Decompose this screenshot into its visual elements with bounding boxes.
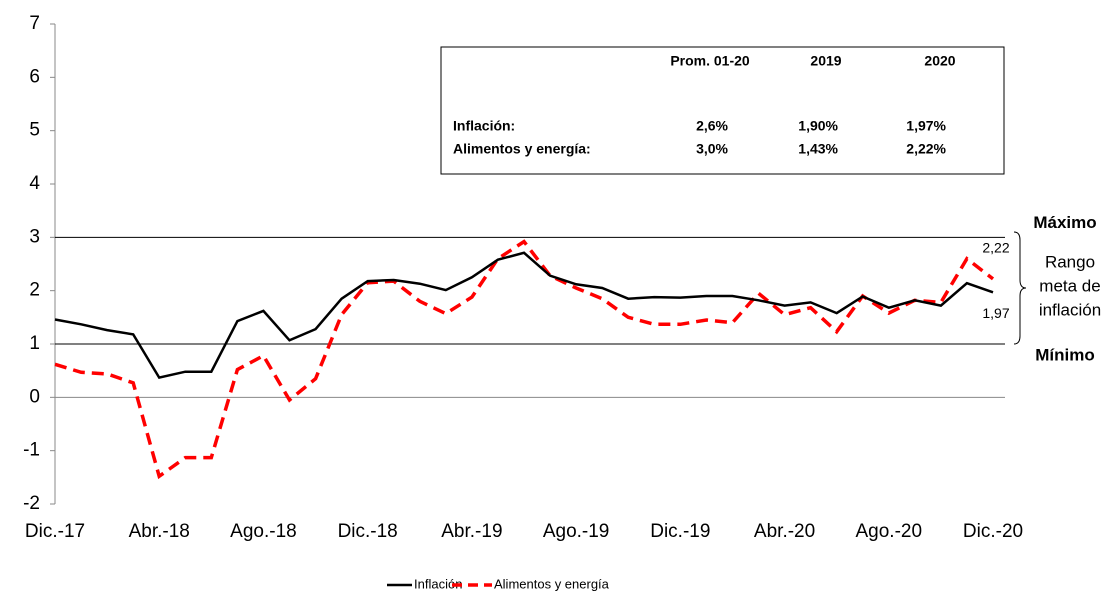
y-tick-label: -1 (23, 440, 40, 461)
y-tick-label: 5 (29, 120, 40, 141)
x-tick-label: Ago.-18 (230, 521, 297, 542)
reference-label: Máximo (1033, 213, 1096, 232)
x-tick-label: Abr.-18 (129, 521, 190, 542)
range-label: inflación (1039, 300, 1101, 319)
table-cell: 3,0% (696, 141, 728, 157)
x-tick-label: Abr.-20 (754, 521, 815, 542)
table-cell: 1,97% (906, 118, 946, 134)
legend-label: Inflación (414, 576, 462, 591)
value-label: 2,22 (982, 240, 1009, 256)
x-tick-label: Dic.-19 (650, 521, 710, 542)
value-label: 1,97 (982, 305, 1009, 321)
legend-label: Alimentos y energía (494, 576, 610, 591)
table-cell: 1,43% (798, 141, 838, 157)
series-line (54, 251, 994, 380)
y-tick-label: 1 (29, 333, 40, 354)
table-cell: 2,22% (906, 141, 946, 157)
table-header: 2020 (924, 53, 955, 69)
table-row-label: Inflación: (453, 118, 515, 134)
x-tick-label: Abr.-19 (441, 521, 502, 542)
y-tick-label: 4 (29, 173, 40, 194)
x-tick-label: Ago.-19 (543, 521, 610, 542)
x-tick-label: Ago.-20 (856, 521, 923, 542)
range-brace (1013, 231, 1027, 345)
table-cell: 1,90% (798, 118, 838, 134)
y-tick-label: -2 (23, 493, 40, 514)
x-tick-label: Dic.-18 (338, 521, 398, 542)
table-header: Prom. 01-20 (670, 53, 750, 69)
y-tick-label: 7 (29, 13, 40, 34)
range-label: meta de (1039, 276, 1100, 295)
series-line (54, 239, 995, 480)
table-row-label: Alimentos y energía: (453, 141, 591, 157)
y-tick-label: 3 (29, 226, 40, 247)
table-header: 2019 (810, 53, 841, 69)
y-tick-label: 2 (29, 280, 40, 301)
x-tick-label: Dic.-20 (963, 521, 1023, 542)
x-tick-label: Dic.-17 (25, 521, 85, 542)
y-tick-label: 0 (29, 386, 40, 407)
reference-label: Mínimo (1035, 345, 1095, 364)
summary-box (440, 46, 1005, 175)
range-label: Rango (1045, 252, 1095, 271)
y-tick-label: 6 (29, 66, 40, 87)
table-cell: 2,6% (696, 118, 728, 134)
